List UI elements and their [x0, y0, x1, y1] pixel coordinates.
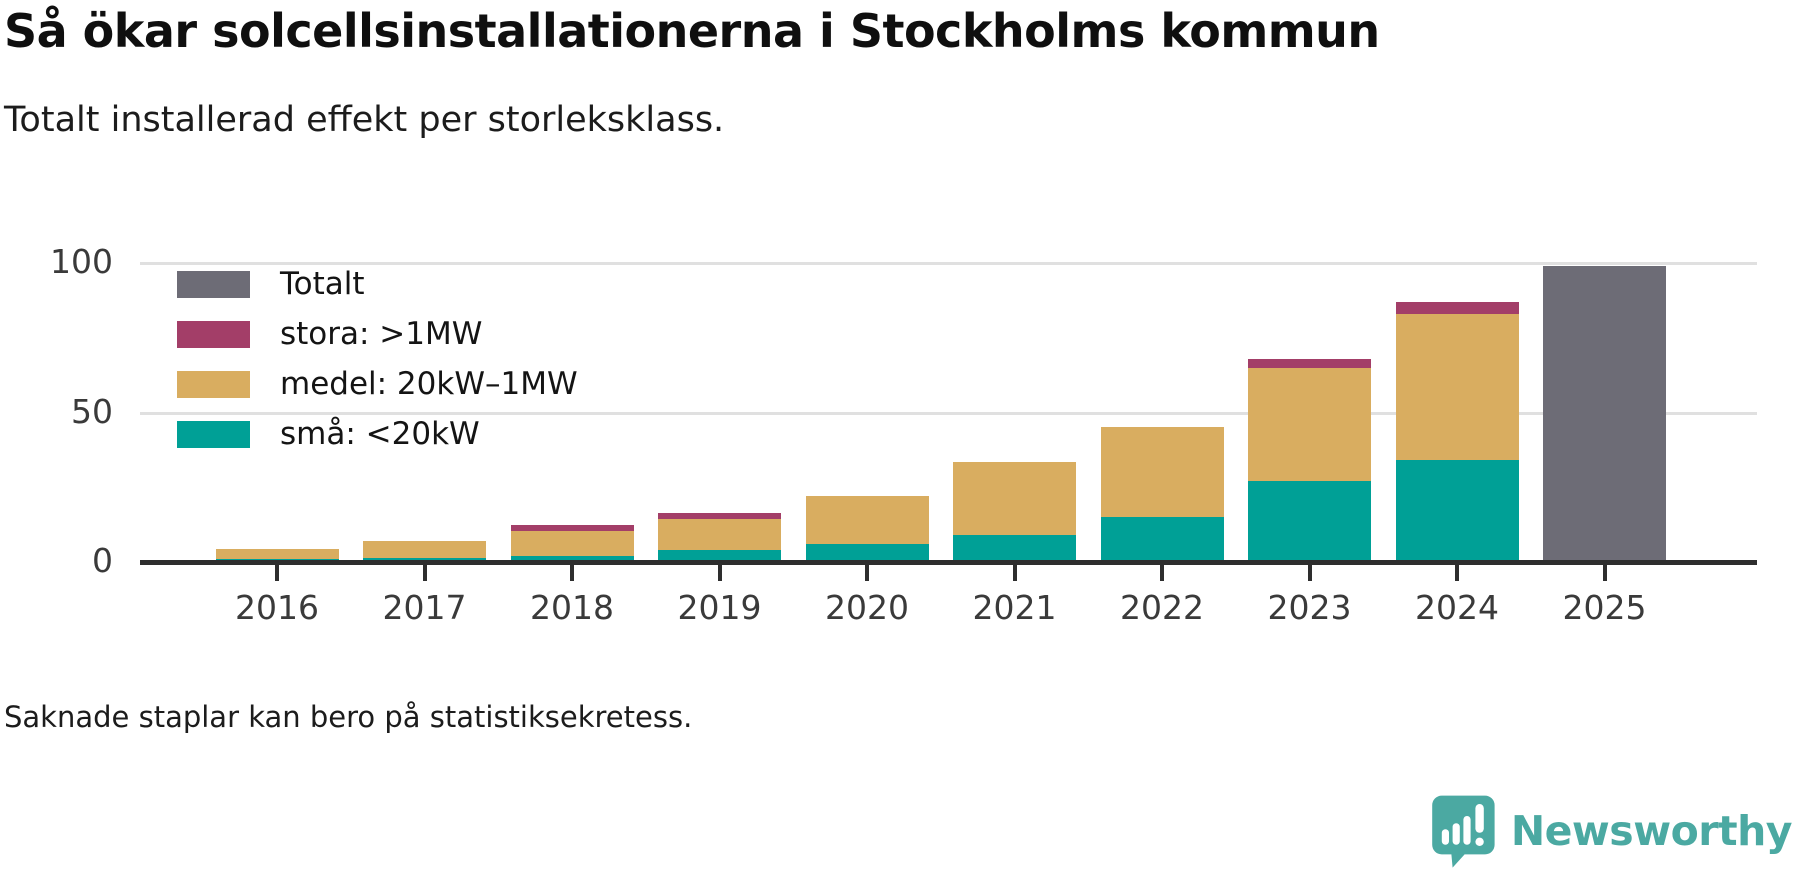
bar-segment-2017-små — [363, 557, 486, 562]
x-tick-2018 — [570, 565, 574, 581]
bar-segment-2025-Totalt — [1543, 265, 1666, 562]
newsworthy-wordmark: Newsworthy — [1510, 807, 1793, 855]
y-tick-label-50: 50 — [71, 391, 113, 431]
legend-label: stora: >1MW — [280, 316, 483, 352]
x-tick-label-2020: 2020 — [825, 588, 909, 627]
legend-swatch-Totalt — [177, 270, 250, 298]
legend-item-Totalt: Totalt — [177, 266, 365, 302]
bar-segment-2022-små — [1100, 517, 1224, 562]
x-tick-label-2016: 2016 — [235, 588, 319, 627]
x-tick-2022 — [1160, 565, 1164, 581]
x-tick-2025 — [1602, 565, 1607, 581]
legend-swatch-små — [177, 420, 250, 448]
x-tick-label-2018: 2018 — [530, 588, 614, 627]
legend-swatch-medel — [177, 370, 250, 398]
x-tick-label-2024: 2024 — [1415, 588, 1499, 627]
legend-label: Totalt — [280, 266, 365, 302]
x-tick-label-2019: 2019 — [677, 588, 762, 627]
legend-label: små: <20kW — [280, 416, 480, 452]
bar-segment-2023-stora — [1248, 358, 1371, 368]
bar-segment-2024-stora — [1395, 301, 1519, 314]
x-tick-2021 — [1012, 565, 1017, 581]
bar-segment-2019-små — [658, 550, 781, 562]
x-tick-2016 — [275, 565, 279, 581]
legend-item-små: små: <20kW — [177, 416, 480, 452]
y-gridline-100 — [140, 262, 1757, 265]
bar-segment-2019-medel — [658, 518, 781, 551]
x-tick-2019 — [717, 565, 722, 581]
bar-segment-2024-små — [1395, 460, 1519, 562]
bar-segment-2019-stora — [658, 512, 781, 519]
x-tick-2023 — [1307, 565, 1312, 581]
x-tick-2017 — [422, 565, 427, 581]
legend-label: medel: 20kW–1MW — [280, 366, 578, 402]
chart-title: Så ökar solcellsinstallationerna i Stock… — [4, 4, 1380, 58]
x-tick-2024 — [1455, 565, 1459, 581]
footnote: Saknade staplar kan bero på statistiksek… — [4, 700, 693, 734]
legend-item-stora: stora: >1MW — [177, 316, 482, 352]
y-tick-label-100: 100 — [50, 242, 113, 281]
bar-segment-2020-medel — [805, 496, 929, 545]
x-tick-label-2017: 2017 — [382, 588, 467, 627]
bar-segment-2023-små — [1248, 481, 1371, 562]
x-tick-label-2022: 2022 — [1120, 588, 1204, 627]
x-tick-label-2023: 2023 — [1267, 588, 1352, 627]
y-gridline-50 — [140, 411, 1757, 415]
bar-segment-2023-medel — [1248, 367, 1371, 482]
plot-area: 0 50 100 2016 2017 2018 2019 2020 2021 2022 2023 20… — [0, 180, 1800, 650]
legend-item-medel: medel: 20kW–1MW — [177, 366, 578, 402]
x-tick-2020 — [865, 565, 869, 581]
legend-swatch-stora — [177, 320, 250, 348]
bar-segment-2021-små — [953, 535, 1076, 562]
bar-segment-2022-medel — [1100, 427, 1224, 518]
bar-segment-2017-medel — [363, 541, 486, 558]
chart-subtitle: Totalt installerad effekt per storlekskl… — [4, 100, 725, 140]
x-tick-label-2021: 2021 — [972, 588, 1057, 627]
x-tick-label-2025: 2025 — [1562, 588, 1647, 627]
bar-segment-2020-små — [805, 544, 929, 562]
bar-segment-2016-medel — [215, 548, 339, 559]
bar-segment-2018-små — [510, 556, 634, 562]
bar-segment-2024-medel — [1395, 313, 1519, 461]
bar-segment-2018-medel — [510, 530, 634, 556]
bar-segment-2021-medel — [953, 461, 1076, 536]
newsworthy-logo: Newsworthy — [1425, 793, 1793, 869]
bar-segment-2018-stora — [510, 524, 634, 531]
y-tick-label-0: 0 — [92, 541, 113, 580]
x-axis-line — [140, 560, 1757, 565]
newsworthy-icon — [1432, 795, 1495, 868]
